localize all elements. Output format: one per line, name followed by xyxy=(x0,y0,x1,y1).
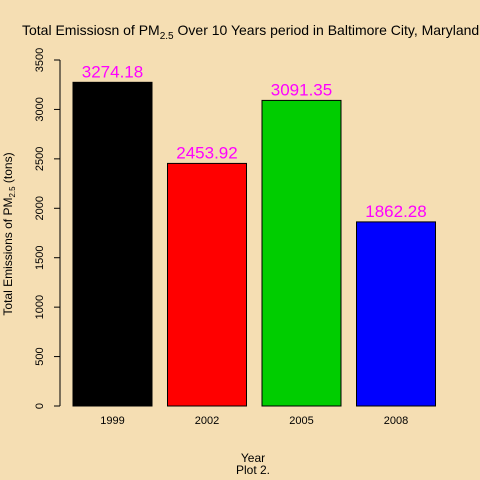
bar-value-label: 1862.28 xyxy=(365,202,426,221)
bar-2008 xyxy=(356,221,436,407)
y-tick-label: 3000 xyxy=(34,97,46,121)
y-tick-label: 1500 xyxy=(34,245,46,269)
x-tick-label: 2005 xyxy=(289,415,313,427)
bars: 3274.18 2453.92 3091.35 1862.28 xyxy=(72,62,436,407)
y-tick-label: 1000 xyxy=(34,295,46,319)
bar-1999 xyxy=(72,81,153,407)
chart-title-prefix: Total Emissiosn of PM xyxy=(22,22,160,38)
y-tick-label: 0 xyxy=(34,403,46,409)
x-axis: 1999 2002 2005 2008 xyxy=(100,415,408,427)
bar-2002 xyxy=(167,162,247,407)
chart-title: Total Emissiosn of PM2.5 Over 10 Years p… xyxy=(22,22,479,42)
x-axis-title: Year xyxy=(241,451,265,465)
bar-value-label: 3091.35 xyxy=(271,80,332,99)
chart-sub-caption: Plot 2. xyxy=(236,463,270,477)
y-tick-label: 2500 xyxy=(34,147,46,171)
y-axis-title-subscript: 2.5 xyxy=(8,186,17,198)
y-axis-title-prefix: Total Emissions of PM xyxy=(1,198,15,316)
bar-2005 xyxy=(261,99,342,407)
y-axis: 0 500 1000 1500 2000 2500 3000 3500 xyxy=(34,48,61,409)
y-tick-label: 500 xyxy=(34,347,46,365)
y-axis-title: Total Emissions of PM2.5 (tons) xyxy=(1,152,17,315)
y-axis-title-suffix: (tons) xyxy=(1,152,15,186)
y-tick-label: 2000 xyxy=(34,196,46,220)
chart-title-suffix: Over 10 Years period in Baltimore City, … xyxy=(174,22,480,38)
bar-value-label: 3274.18 xyxy=(82,62,143,81)
x-tick-label: 2008 xyxy=(384,415,408,427)
bar-value-label: 2453.92 xyxy=(176,143,237,162)
x-tick-label: 2002 xyxy=(195,415,219,427)
y-tick-label: 3500 xyxy=(34,48,46,72)
chart-title-subscript: 2.5 xyxy=(160,31,174,42)
x-tick-label: 1999 xyxy=(100,415,124,427)
